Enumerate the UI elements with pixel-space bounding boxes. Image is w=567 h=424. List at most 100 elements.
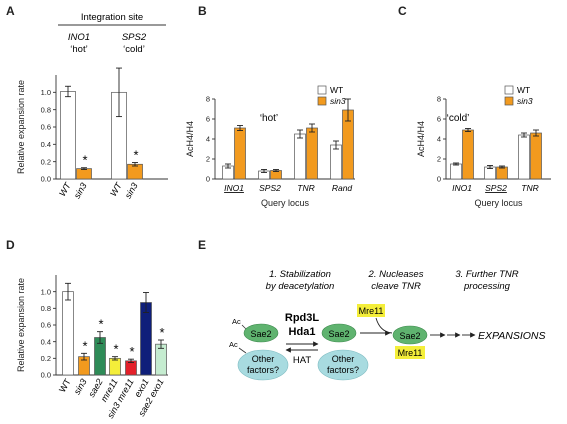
chart-d-ytick-label: 0.8 [41,304,51,313]
sae2-node-active-label: Sae2 [399,331,420,341]
panel-c-subtitle: ‘cold’ [447,113,470,124]
chart-d-bar [109,357,121,376]
panel-c-label: C [398,4,407,18]
expansions-outcome: EXPANSIONS [478,330,546,342]
ac-mark-bottom: Ac [229,340,238,349]
chart-c-xtick-label: INO1 [452,183,472,193]
chart-c-ytick-label: 8 [437,95,441,104]
chart-b-bar [234,127,246,180]
hat-label: HAT [293,355,311,366]
chart-a-ytick-label: 0.0 [41,175,51,184]
rpd3l-label: Rpd3L [285,312,320,324]
mre11-node-free [357,304,385,317]
chart-c-legend-label: sin3 [517,96,533,106]
other-factors-left-line1: Other [252,354,275,364]
chart-b-ytick-label: 0 [206,175,210,184]
chart-a-xtick-label: sin3 [72,181,89,200]
mre11-node-free-label: Mre11 [359,306,384,316]
chart-d-significance-star: * [82,338,87,353]
chart-a-ytick-label: 0.8 [41,105,51,114]
chart-a-ytick-label: 0.6 [41,123,51,132]
ac-bond-bottom [238,347,247,354]
chart-d-bar [125,360,137,376]
chart-c-legend-swatch [504,85,514,95]
sae2-node-deacetylated-label: Sae2 [328,329,349,339]
chart-d-ytick-label: 0.2 [41,354,51,363]
step3-line1: 3. Further TNR [455,269,518,280]
site-sps2-note: ‘cold’ [123,44,145,55]
panel-d: D 0.0 0.2 0.4 0.6 0.8 1.0 Relative expansion r… [6,238,168,420]
hda1-label: Hda1 [289,326,316,338]
chart-a: 0.0 0.2 0.4 0.6 0.8 1.0 Relative expansion rat… [16,67,168,200]
chart-a-significance-star: * [82,153,87,168]
chart-b-ylabel: AcH4/H4 [185,121,195,157]
chart-b-bar [306,127,318,180]
chart-c-ytick-label: 4 [437,135,441,144]
chart-d-significance-star: * [113,342,118,357]
sae2-node-active [392,325,428,345]
step2-line1: 2. Nucleases [368,269,424,280]
chart-b-ytick-label: 2 [206,155,210,164]
chart-b-legend-swatch [317,85,327,95]
step1-line2: by deacetylation [266,281,335,292]
chart-b-ytick-label: 6 [206,115,210,124]
other-factors-node-left [237,349,289,381]
mre11-recruit-curve [375,317,393,334]
chart-b: 0 2 4 6 8 AcH4/H4 Query locus INO1 SPS2 TNR Rand WT… [185,85,355,208]
site-sps2-label: SPS2 [122,32,147,43]
panel-d-label: D [6,238,15,252]
chart-b-bar [330,144,342,180]
chart-c-bar [462,129,474,180]
chart-c-bar [530,132,542,180]
panel-e: E 1. Stabilization by deacetylation 2. N… [198,238,546,381]
step1-line1: 1. Stabilization [269,269,331,280]
chart-b-legend-swatch [317,96,327,106]
chart-a-ylabel: Relative expansion rate [16,80,26,174]
panel-b: B ‘hot’ 0 2 4 6 8 AcH4/H4 Query locus INO1 SPS2 T… [185,4,355,208]
chart-b-bar [294,133,306,180]
integration-site-header: Integration site [81,12,143,23]
other-factors-left-line2: factors? [247,365,279,375]
chart-b-xlabel: Query locus [261,198,310,208]
chart-a-bar [60,91,76,180]
chart-a-ytick-label: 0.2 [41,157,51,166]
other-factors-right-line2: factors? [327,365,359,375]
chart-c-bar [450,163,462,180]
chart-d-bar [155,343,167,376]
chart-d-significance-star: * [129,344,134,359]
site-ino1-note: ‘hot’ [70,44,87,55]
chart-d-significance-star: * [159,325,164,340]
sae2-node-acetylated-label: Sae2 [250,329,271,339]
chart-a-significance-star: * [133,148,138,163]
other-factors-node-right [317,349,369,381]
chart-c-ylabel: AcH4/H4 [416,121,426,157]
chart-c-legend-swatch [504,96,514,106]
chart-c-bar [496,166,508,180]
chart-d-ylabel: Relative expansion rate [16,278,26,372]
chart-b-xtick-label: TNR [297,183,314,193]
chart-a-xtick-label: sin3 [123,181,140,200]
chart-d: 0.0 0.2 0.4 0.6 0.8 1.0 Relative expansion rat… [16,275,168,420]
chart-d-ytick-label: 0.6 [41,321,51,330]
chart-c-xtick-label: SPS2 [485,183,507,193]
sae2-node-acetylated [243,323,279,343]
panel-b-label: B [198,4,207,18]
panel-a-label: A [6,4,15,18]
chart-c-legend-label: WT [517,85,530,95]
chart-b-ytick-label: 8 [206,95,210,104]
chart-b-legend-label: WT [330,85,343,95]
chart-c-bar [518,134,530,180]
chart-a-bar [76,168,92,180]
chart-b-xtick-label: Rand [332,183,353,193]
mre11-node-bound-label: Mre11 [398,348,423,358]
chart-b-ytick-label: 4 [206,135,210,144]
step3-line2: processing [463,281,511,292]
chart-c-xtick-label: TNR [521,183,538,193]
panel-b-subtitle: ‘hot’ [260,113,278,124]
chart-c-xlabel: Query locus [474,198,523,208]
chart-b-xtick-label: INO1 [224,183,244,193]
step2-line2: cleave TNR [371,281,421,292]
